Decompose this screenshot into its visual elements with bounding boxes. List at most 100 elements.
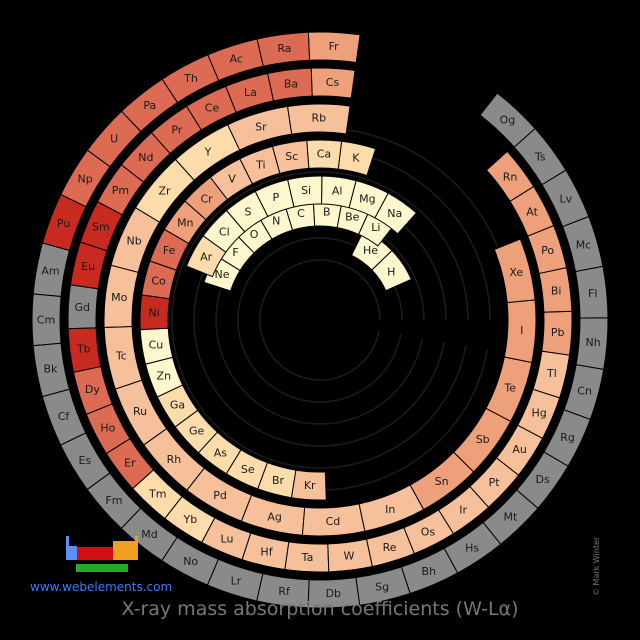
element-symbol-label: Dy (85, 383, 100, 396)
webelements-link[interactable]: www.webelements.com (30, 580, 173, 594)
element-cell-th: Th (161, 54, 220, 104)
element-cell-fill (209, 158, 253, 201)
element-cell-fill (256, 31, 311, 67)
element-symbol-label: Pb (551, 326, 565, 339)
element-cell-sc: Sc (271, 139, 310, 175)
element-symbol-label: Fr (329, 40, 340, 53)
element-cell-ce: Ce (185, 85, 237, 131)
element-cell-fill (143, 428, 205, 491)
element-cell-os: Os (403, 509, 455, 555)
element-symbol-label: Ca (317, 148, 331, 161)
element-cell-fill (241, 532, 290, 571)
element-cell-fill (41, 193, 87, 252)
element-cell-fill (517, 388, 561, 439)
element-cell-hs: Hs (443, 521, 502, 574)
element-cell-md: Md (120, 507, 178, 562)
element-symbol-label: Eu (81, 260, 95, 273)
element-symbol-label: La (244, 86, 257, 99)
element-symbol-label: At (526, 206, 538, 219)
element-cell-ba: Ba (267, 67, 313, 102)
element-symbol-label: Tc (115, 350, 127, 363)
element-cell-hf: Hf (241, 532, 290, 571)
element-cell-lr: Lr (206, 558, 264, 602)
element-cell-cn: Cn (563, 364, 605, 421)
element-symbol-label: Er (124, 457, 136, 470)
element-symbol-label: Nh (585, 336, 600, 349)
element-cell-br: Br (257, 461, 297, 499)
element-symbol-label: Tm (148, 488, 166, 501)
element-cell-cm: Cm (31, 293, 62, 347)
element-cell-ge: Ge (174, 409, 219, 454)
element-symbol-label: Sg (375, 580, 389, 593)
element-symbol-label: Fm (105, 494, 122, 507)
element-cell-fill (267, 67, 313, 102)
element-cell-fill (114, 379, 168, 446)
element-cell-fill (452, 407, 512, 473)
element-cell-fill (225, 190, 269, 233)
element-cell-fill (201, 517, 252, 561)
element-symbol-label: Hs (465, 541, 479, 554)
element-symbol-label: O (250, 228, 259, 241)
element-cell-fill (139, 294, 171, 331)
element-cell-fill (287, 175, 323, 208)
element-cell-cu: Cu (139, 327, 174, 365)
element-symbol-label: Re (383, 541, 397, 554)
element-cell-fill (513, 127, 567, 186)
element-cell-dy: Dy (72, 365, 113, 416)
webelements-logo-icon (66, 536, 138, 576)
element-cell-ta: Ta (284, 541, 330, 573)
element-symbol-label: K (352, 151, 360, 164)
element-symbol-label: Cn (577, 385, 592, 398)
element-cell-fill (161, 54, 220, 104)
element-cell-am: Am (32, 242, 71, 298)
element-cell-fill (86, 472, 142, 530)
element-cell-fill (563, 364, 605, 421)
element-cell-fill (96, 164, 145, 216)
element-cell-hg: Hg (517, 388, 561, 439)
element-cell-gd: Gd (67, 284, 99, 330)
element-cell-pr: Pr (150, 105, 202, 155)
element-cell-fill (174, 409, 219, 454)
element-cell-fill (286, 103, 351, 135)
element-symbol-label: Sr (255, 120, 267, 133)
element-cell-lv: Lv (541, 169, 590, 228)
element-cell-db: Db (307, 576, 361, 609)
element-cell-fill (493, 238, 536, 304)
element-symbol-label: N (272, 215, 280, 228)
element-cell-fill (307, 31, 361, 64)
element-cell-fill (509, 185, 555, 237)
element-symbol-label: Pa (143, 99, 156, 112)
element-symbol-label: Fl (588, 287, 597, 300)
element-cell-fill (226, 105, 293, 151)
element-cell-yb: Yb (164, 495, 216, 544)
element-cell-pm: Pm (96, 164, 145, 216)
element-cell-fill (225, 449, 269, 490)
element-symbol-label: In (385, 503, 395, 516)
element-cell-fill (485, 356, 533, 423)
element-cell-fill (207, 38, 264, 82)
element-symbol-label: No (183, 555, 198, 568)
element-symbol-label: Pd (213, 489, 227, 502)
element-cell-ru: Ru (114, 379, 168, 446)
element-cell-fill (197, 431, 242, 475)
element-symbol-label: Na (387, 207, 402, 220)
element-symbol-label: Yb (183, 513, 198, 526)
element-symbol-label: Ti (255, 158, 265, 171)
element-symbol-label: Nd (138, 151, 153, 164)
element-cell-fill (32, 242, 71, 298)
element-symbol-label: Be (345, 210, 360, 223)
element-cell-np: Np (60, 149, 111, 208)
element-cell-sr: Sr (226, 105, 293, 151)
element-symbol-label: W (344, 550, 355, 563)
element-symbol-label: Ne (215, 268, 230, 281)
element-symbol-label: Ba (284, 77, 298, 90)
element-symbol-label: Tl (546, 367, 557, 380)
element-cell-bi: Bi (538, 267, 573, 313)
element-symbol-label: Br (272, 474, 285, 487)
element-cell-fill (310, 67, 356, 99)
element-symbol-label: Pr (171, 123, 182, 136)
element-cell-cr: Cr (184, 176, 229, 221)
element-cell-fill (290, 469, 327, 501)
element-cell-fill (120, 78, 179, 133)
